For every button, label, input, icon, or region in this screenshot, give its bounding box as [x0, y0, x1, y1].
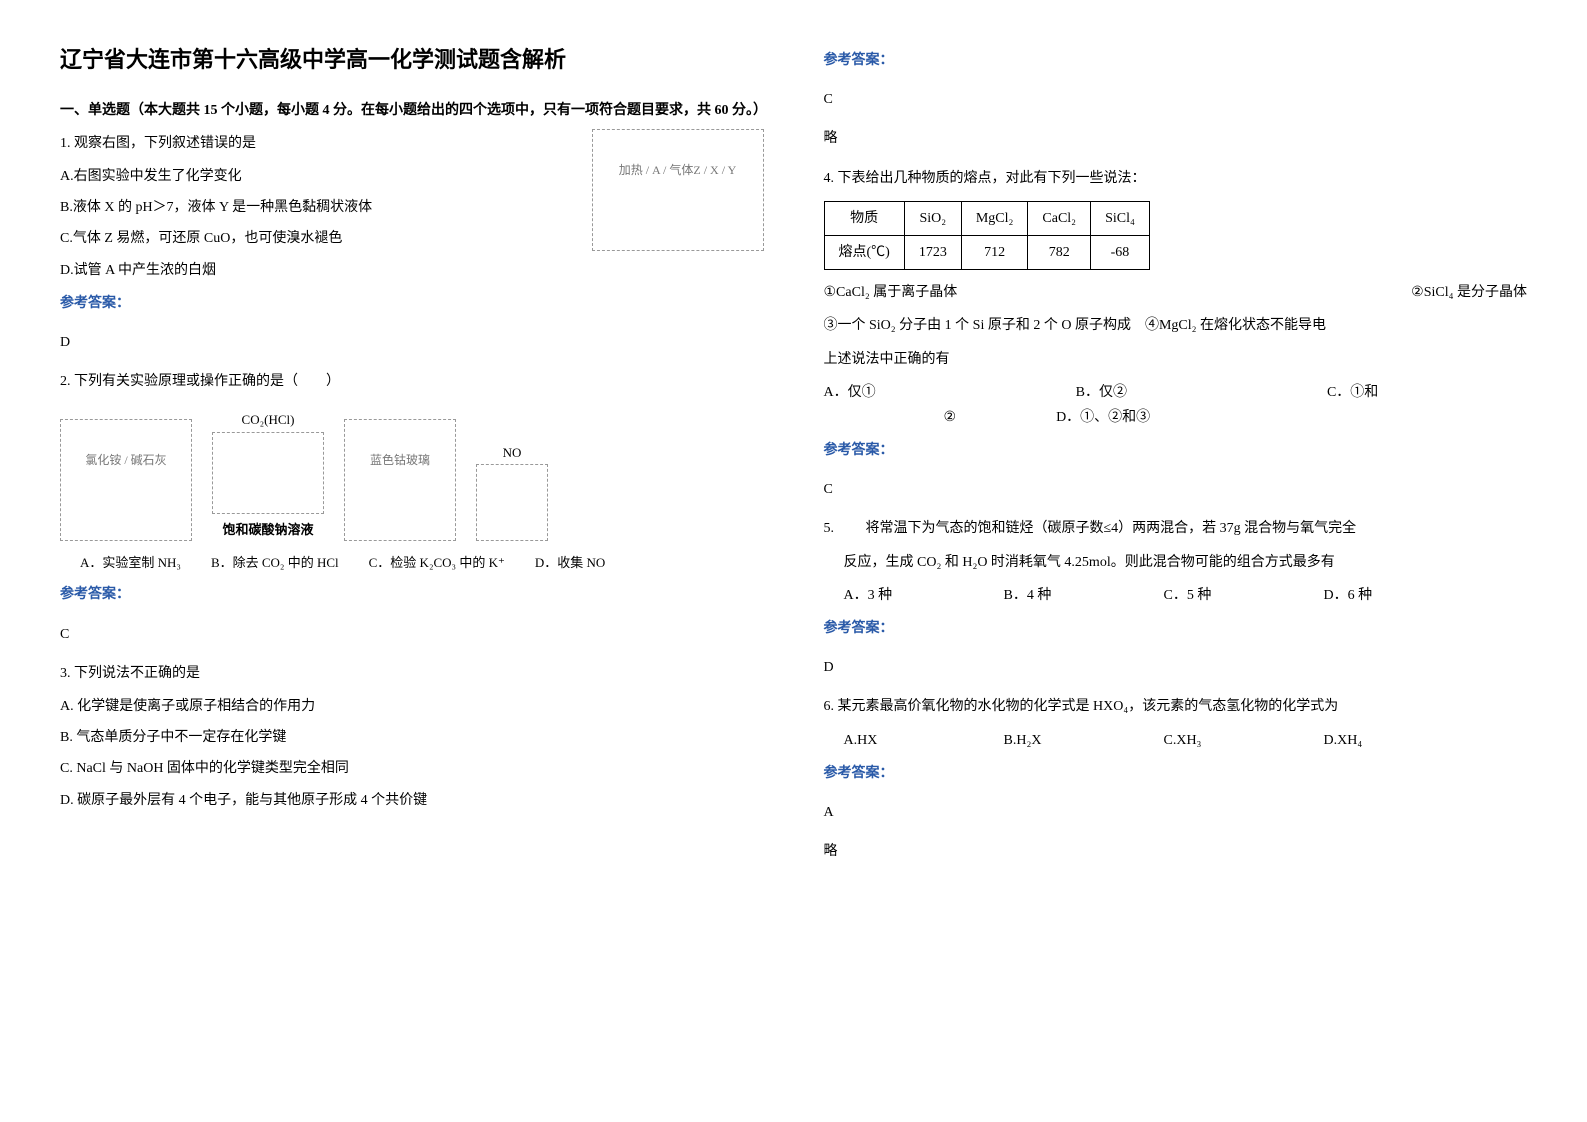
table-head-1: SiO₂	[904, 201, 961, 235]
table-cell-3: 782	[1028, 235, 1091, 269]
q5-opt-a: A．3 种	[844, 583, 944, 608]
q2-answer: C	[60, 622, 764, 647]
q5-opt-b: B．4 种	[1004, 583, 1104, 608]
q5-opt-d: D．6 种	[1324, 583, 1424, 608]
q3-opt-a: A. 化学键是使离子或原子相结合的作用力	[60, 694, 764, 719]
answer-label: 参考答案：	[824, 616, 1528, 641]
q2-figure-row: 氯化铵 / 碱石灰 CO₂(HCl) 饱和碳酸钠溶液 蓝色钴玻璃 NO	[60, 404, 764, 541]
table-cell-1: 1723	[904, 235, 961, 269]
left-column: 辽宁省大连市第十六高级中学高一化学测试题含解析 一、单选题（本大题共 15 个小…	[60, 40, 764, 878]
q2-fig-b-top: CO₂(HCl)	[212, 408, 324, 431]
q2-fig-d-top: NO	[476, 441, 548, 464]
q6-answer-note: 略	[824, 839, 1528, 864]
answer-label: 参考答案：	[60, 582, 764, 607]
table-head-4: SiCl₄	[1091, 201, 1150, 235]
table-row: 熔点(℃) 1723 712 782 -68	[824, 235, 1149, 269]
q4-opt-c2: ②	[944, 405, 957, 430]
q4-stem: 4. 下表给出几种物质的熔点，对此有下列一些说法：	[824, 166, 1528, 191]
q4-options-row2: ② D．①、②和③	[944, 405, 1528, 430]
q2-fig-b-bottom: 饱和碳酸钠溶液	[212, 518, 324, 541]
q2-choice-d: D．收集 NO	[535, 551, 605, 574]
q1-opt-d: D.试管 A 中产生浓的白烟	[60, 258, 764, 283]
q4-opt-b: B．仅②	[1076, 380, 1127, 405]
q6-opt-c: C.XH₃	[1164, 728, 1264, 753]
q4-s1-right: ②SiCl₄ 是分子晶体	[1411, 280, 1527, 305]
q6-opt-d: D.XH₄	[1324, 728, 1424, 753]
q4-opt-a: A．仅①	[824, 380, 876, 405]
q6-opt-b: B.H₂X	[1004, 728, 1104, 753]
q4-s3: 上述说法中正确的有	[824, 347, 1528, 372]
table-head-3: CaCl₂	[1028, 201, 1091, 235]
q6-stem: 6. 某元素最高价氧化物的水化物的化学式是 HXO₄，该元素的气态氢化物的化学式…	[824, 694, 1528, 719]
q3-opt-b: B. 气态单质分子中不一定存在化学键	[60, 725, 764, 750]
q1-figure: 加热 / A / 气体Z / X / Y	[592, 129, 764, 251]
table-row: 物质 SiO₂ MgCl₂ CaCl₂ SiCl₄	[824, 201, 1149, 235]
q3-answer-note: 略	[824, 126, 1528, 151]
q5-stem-line1: 5. 将常温下为气态的饱和链烃（碳原子数≤4）两两混合，若 37g 混合物与氧气…	[824, 516, 1528, 541]
q6-options: A.HX B.H₂X C.XH₃ D.XH₄	[844, 728, 1528, 753]
q4-opt-c: C．①和	[1327, 380, 1378, 405]
answer-label: 参考答案：	[824, 761, 1528, 786]
q4-s1-left: ①CaCl₂ 属于离子晶体	[824, 280, 958, 305]
q2-choice-b: B．除去 CO₂ 中的 HCl	[211, 551, 339, 574]
part1-heading: 一、单选题（本大题共 15 个小题，每小题 4 分。在每小题给出的四个选项中，只…	[60, 98, 764, 123]
answer-label: 参考答案：	[824, 48, 1528, 73]
right-column: 参考答案： C 略 4. 下表给出几种物质的熔点，对此有下列一些说法： 物质 S…	[824, 40, 1528, 878]
q3-opt-d: D. 碳原子最外层有 4 个电子，能与其他原子形成 4 个共价键	[60, 788, 764, 813]
q1-answer: D	[60, 330, 764, 355]
q4-answer: C	[824, 477, 1528, 502]
q2-stem: 2. 下列有关实验原理或操作正确的是（ ）	[60, 369, 764, 394]
table-cell-2: 712	[961, 235, 1028, 269]
doc-title: 辽宁省大连市第十六高级中学高一化学测试题含解析	[60, 40, 764, 80]
q5-opt-c: C．5 种	[1164, 583, 1264, 608]
q2-fig-b	[212, 432, 324, 514]
q2-choices: A．实验室制 NH₃ B．除去 CO₂ 中的 HCl C．检验 K₂CO₃ 中的…	[80, 551, 764, 574]
q2-choice-a: A．实验室制 NH₃	[80, 551, 181, 574]
q6-opt-a: A.HX	[844, 728, 944, 753]
q5-stem-line2: 反应，生成 CO₂ 和 H₂O 时消耗氧气 4.25mol。则此混合物可能的组合…	[844, 550, 1528, 575]
q5-options: A．3 种 B．4 种 C．5 种 D．6 种	[844, 583, 1528, 608]
q3-opt-c: C. NaCl 与 NaOH 固体中的化学键类型完全相同	[60, 756, 764, 781]
table-head-2: MgCl₂	[961, 201, 1028, 235]
q3-stem: 3. 下列说法不正确的是	[60, 661, 764, 686]
q4-s2: ③一个 SiO₂ 分子由 1 个 Si 原子和 2 个 O 原子构成 ④MgCl…	[824, 313, 1528, 338]
q4-statements-row1: ①CaCl₂ 属于离子晶体 ②SiCl₄ 是分子晶体	[824, 280, 1528, 305]
q2-fig-c: 蓝色钴玻璃	[344, 419, 456, 541]
q4-options-row1: A．仅① B．仅② C．①和	[824, 380, 1528, 405]
q4-opt-d: D．①、②和③	[1056, 405, 1150, 430]
q2-fig-d	[476, 464, 548, 541]
q6-answer: A	[824, 800, 1528, 825]
q3-answer: C	[824, 87, 1528, 112]
table-cell-4: -68	[1091, 235, 1150, 269]
q2-fig-a: 氯化铵 / 碱石灰	[60, 419, 192, 541]
q2-choice-c: C．检验 K₂CO₃ 中的 K⁺	[369, 551, 505, 574]
answer-label: 参考答案：	[60, 291, 764, 316]
table-cell-0: 熔点(℃)	[824, 235, 904, 269]
q5-answer: D	[824, 655, 1528, 680]
answer-label: 参考答案：	[824, 438, 1528, 463]
table-head-0: 物质	[824, 201, 904, 235]
q4-melting-table: 物质 SiO₂ MgCl₂ CaCl₂ SiCl₄ 熔点(℃) 1723 712…	[824, 201, 1150, 270]
